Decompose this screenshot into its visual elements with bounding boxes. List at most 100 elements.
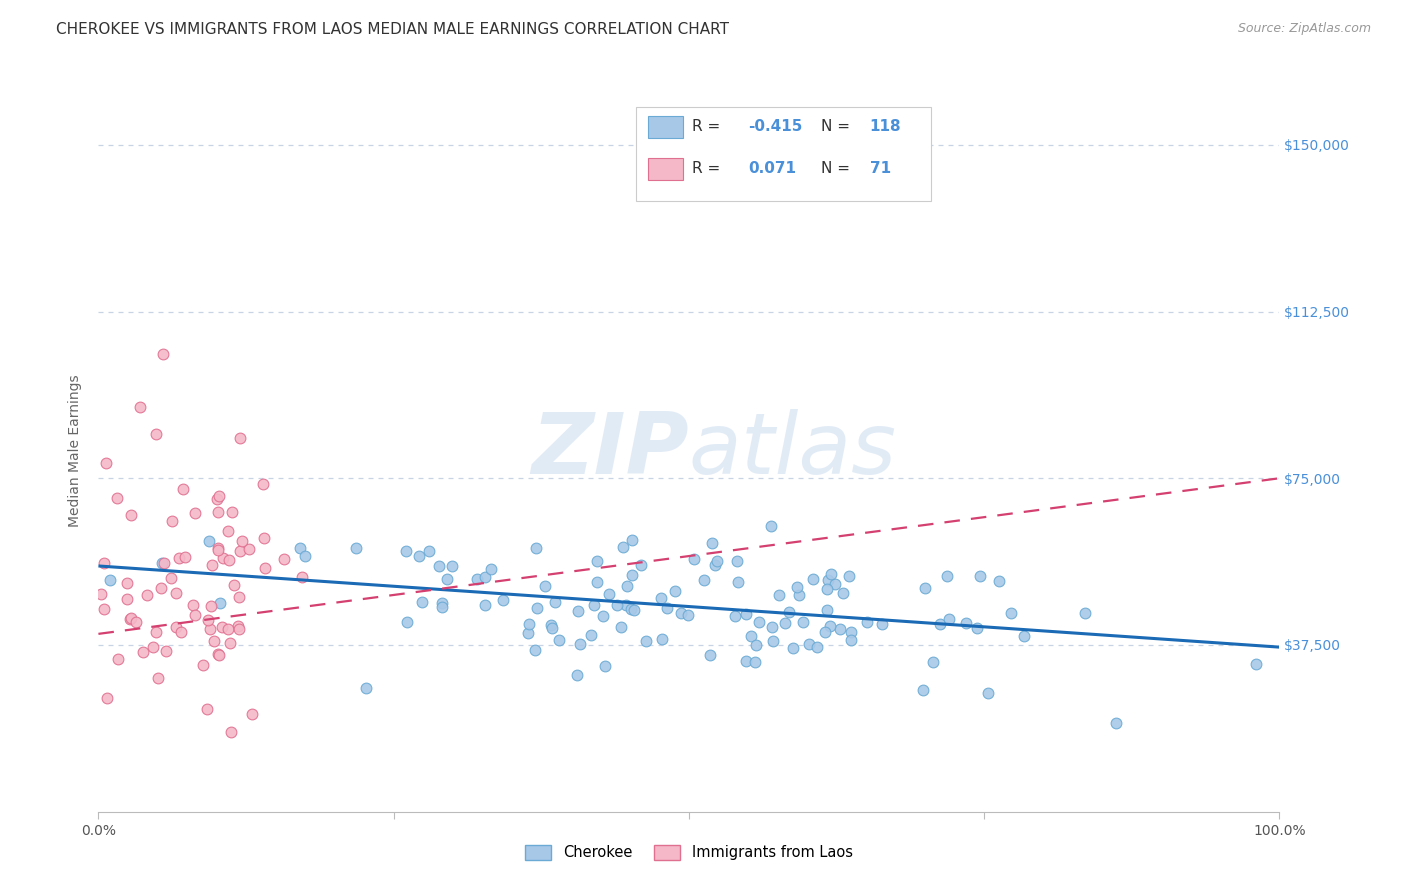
- Point: [354, 681, 377, 696]
- Point: [207, 647, 229, 661]
- Point: [664, 584, 686, 599]
- Point: [567, 668, 589, 682]
- Text: -0.415: -0.415: [748, 120, 803, 135]
- Point: [548, 633, 571, 648]
- Point: [492, 593, 515, 607]
- Point: [184, 506, 207, 520]
- Point: [872, 617, 894, 632]
- Point: [474, 599, 496, 613]
- Point: [592, 609, 614, 624]
- Point: [200, 599, 222, 613]
- Point: [651, 632, 673, 646]
- Point: [222, 578, 245, 592]
- Point: [96, 690, 118, 705]
- Point: [724, 609, 747, 624]
- Text: R =: R =: [693, 161, 721, 177]
- Point: [523, 643, 546, 657]
- FancyBboxPatch shape: [648, 116, 683, 137]
- Point: [430, 600, 453, 615]
- Point: [181, 599, 204, 613]
- Point: [855, 615, 877, 629]
- Point: [517, 617, 540, 632]
- Point: [202, 634, 225, 648]
- Point: [797, 637, 820, 651]
- Point: [702, 536, 724, 550]
- Point: [839, 633, 862, 648]
- Point: [432, 596, 454, 610]
- Point: [288, 541, 311, 555]
- Point: [132, 645, 155, 659]
- Point: [96, 456, 118, 470]
- Point: [914, 581, 936, 595]
- Point: [735, 607, 758, 622]
- Point: [167, 551, 190, 566]
- Point: [517, 625, 540, 640]
- Point: [145, 624, 167, 639]
- Point: [966, 621, 988, 635]
- Point: [1244, 657, 1267, 671]
- Point: [90, 587, 112, 601]
- Point: [787, 589, 810, 603]
- Point: [207, 505, 229, 519]
- Point: [969, 569, 991, 583]
- Point: [93, 556, 115, 570]
- Point: [838, 569, 860, 583]
- Point: [936, 569, 959, 583]
- Point: [198, 534, 221, 549]
- Point: [630, 558, 652, 572]
- Point: [735, 654, 758, 668]
- Point: [141, 640, 163, 654]
- Point: [208, 596, 231, 610]
- Point: [748, 615, 770, 629]
- Text: 118: 118: [870, 120, 901, 135]
- Point: [208, 648, 231, 663]
- Point: [938, 612, 960, 626]
- Point: [240, 706, 263, 721]
- Point: [650, 591, 672, 606]
- Point: [544, 595, 567, 609]
- Point: [205, 492, 228, 507]
- Point: [1000, 606, 1022, 620]
- Point: [567, 604, 589, 618]
- Point: [929, 617, 952, 632]
- Point: [598, 587, 620, 601]
- Y-axis label: Median Male Earnings: Median Male Earnings: [69, 374, 83, 527]
- Point: [395, 615, 418, 630]
- Point: [120, 508, 142, 522]
- Point: [792, 615, 814, 630]
- Point: [620, 533, 643, 547]
- Point: [977, 685, 1000, 699]
- Point: [479, 562, 502, 576]
- Point: [465, 572, 488, 586]
- Point: [228, 591, 250, 605]
- Point: [221, 505, 243, 519]
- Text: 0.071: 0.071: [748, 161, 796, 177]
- Point: [198, 622, 221, 636]
- Point: [534, 579, 557, 593]
- Point: [911, 683, 934, 698]
- Point: [841, 625, 863, 640]
- Point: [211, 620, 233, 634]
- Text: N =: N =: [821, 161, 851, 177]
- Point: [586, 575, 609, 590]
- Text: atlas: atlas: [689, 409, 897, 492]
- Point: [217, 622, 239, 636]
- Point: [136, 588, 159, 602]
- Point: [740, 629, 762, 643]
- Point: [955, 616, 977, 631]
- Point: [344, 541, 367, 556]
- Point: [817, 573, 839, 587]
- Point: [254, 560, 277, 574]
- Point: [229, 431, 252, 445]
- Point: [436, 573, 458, 587]
- Point: [172, 482, 194, 496]
- Point: [273, 552, 295, 566]
- Point: [1074, 606, 1097, 620]
- Point: [197, 613, 219, 627]
- Point: [814, 624, 837, 639]
- Point: [165, 620, 187, 634]
- Point: [831, 585, 853, 599]
- Point: [173, 549, 195, 564]
- Point: [217, 524, 239, 538]
- Point: [207, 543, 229, 558]
